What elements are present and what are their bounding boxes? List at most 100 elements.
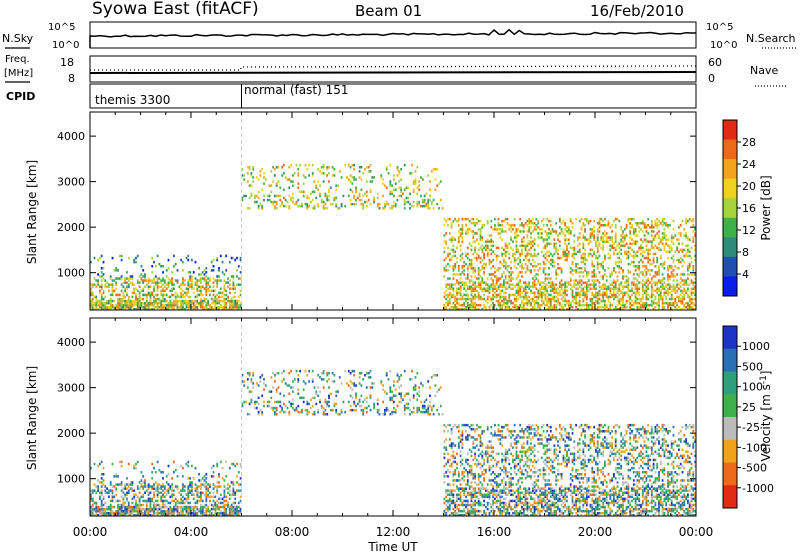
velocity-cell <box>120 483 123 486</box>
power-cell <box>623 250 626 254</box>
power-cell <box>97 258 99 262</box>
power-cell <box>463 217 466 221</box>
power-cell <box>212 258 215 262</box>
power-cell <box>474 269 476 272</box>
velocity-cell <box>212 483 215 486</box>
velocity-cell <box>292 380 294 383</box>
power-cell <box>580 267 583 270</box>
velocity-cell <box>136 495 139 499</box>
power-cell <box>407 200 410 204</box>
velocity-cell <box>174 509 177 513</box>
power-cell <box>461 303 464 307</box>
velocity-cell <box>115 483 118 486</box>
power-cell <box>292 180 294 183</box>
power-cell <box>140 273 143 276</box>
velocity-cell <box>187 460 190 464</box>
power-cell <box>667 289 669 293</box>
power-cell <box>517 308 520 311</box>
power-cell <box>205 267 208 270</box>
power-cell <box>216 256 219 260</box>
power-cell <box>120 303 123 307</box>
power-cell <box>160 293 163 297</box>
power-cell <box>521 262 523 266</box>
velocity-cell <box>99 505 101 509</box>
power-cell <box>546 295 549 299</box>
power-cell <box>544 285 547 288</box>
power-cell <box>97 281 99 284</box>
velocity-cell <box>109 499 112 503</box>
velocity-cell <box>205 473 208 476</box>
power-cell <box>659 254 662 258</box>
power-cell <box>214 301 217 305</box>
power-cell <box>223 301 226 305</box>
power-cell <box>391 204 393 208</box>
power-cell <box>654 283 657 286</box>
power-cell <box>416 202 419 206</box>
power-cell <box>609 289 612 293</box>
power-cell <box>522 297 525 301</box>
power-cell <box>477 293 480 297</box>
velocity-cell <box>133 466 136 470</box>
velocity-cell <box>100 493 103 496</box>
velocity-cell <box>171 514 173 517</box>
power-cell <box>131 275 134 278</box>
power-cell <box>605 279 608 282</box>
power-cell <box>149 301 152 305</box>
power-cell <box>210 306 213 309</box>
power-cell <box>173 265 175 268</box>
power-cell <box>205 283 208 286</box>
power-cell <box>528 260 531 264</box>
velocity-cell <box>259 408 262 412</box>
velocity-cell <box>117 505 119 509</box>
velocity-cell <box>243 400 246 404</box>
power-cell <box>411 163 413 167</box>
power-cell <box>589 252 592 256</box>
velocity-cell <box>274 413 276 416</box>
power-cell <box>609 244 612 247</box>
velocity-cell <box>216 485 219 488</box>
power-cell <box>605 291 608 295</box>
power-cell <box>185 299 188 303</box>
power-cell <box>176 269 179 272</box>
power-cell <box>589 219 592 223</box>
power-cell <box>528 299 531 303</box>
power-cell <box>620 267 623 270</box>
power-cell <box>490 277 493 280</box>
velocity-cell <box>163 491 166 494</box>
power-cell <box>239 289 242 293</box>
velocity-cell <box>328 378 330 381</box>
power-cell <box>488 234 491 237</box>
noise-left-tick-top: 10^5 <box>48 22 75 33</box>
velocity-cell <box>210 466 213 470</box>
velocity-cell <box>212 475 215 478</box>
velocity-cell <box>140 485 143 488</box>
power-cell <box>681 279 684 282</box>
power-cell <box>683 306 686 309</box>
power-cell <box>584 217 586 221</box>
velocity-cell <box>178 514 181 517</box>
power-cell <box>605 289 608 293</box>
power-cell <box>443 250 446 254</box>
velocity-cell <box>299 396 301 400</box>
power-cell <box>391 192 393 196</box>
power-cell <box>275 202 278 206</box>
velocity-cell <box>144 485 146 488</box>
power-cell <box>382 182 384 185</box>
power-cell <box>144 275 146 278</box>
power-cell <box>620 248 623 252</box>
power-cell <box>237 308 240 311</box>
velocity-cell <box>167 512 170 515</box>
power-cell <box>122 285 125 288</box>
power-cell <box>100 293 103 297</box>
power-cell <box>504 275 507 278</box>
power-cell <box>650 234 653 237</box>
velocity-cell <box>243 380 246 383</box>
power-cell <box>117 297 119 301</box>
power-cell <box>200 289 202 293</box>
velocity-cell <box>218 475 220 478</box>
power-cell <box>618 293 621 297</box>
velocity-cell <box>194 501 197 505</box>
power-cell <box>668 224 671 227</box>
velocity-cell <box>120 512 123 515</box>
power-cell <box>100 287 103 290</box>
